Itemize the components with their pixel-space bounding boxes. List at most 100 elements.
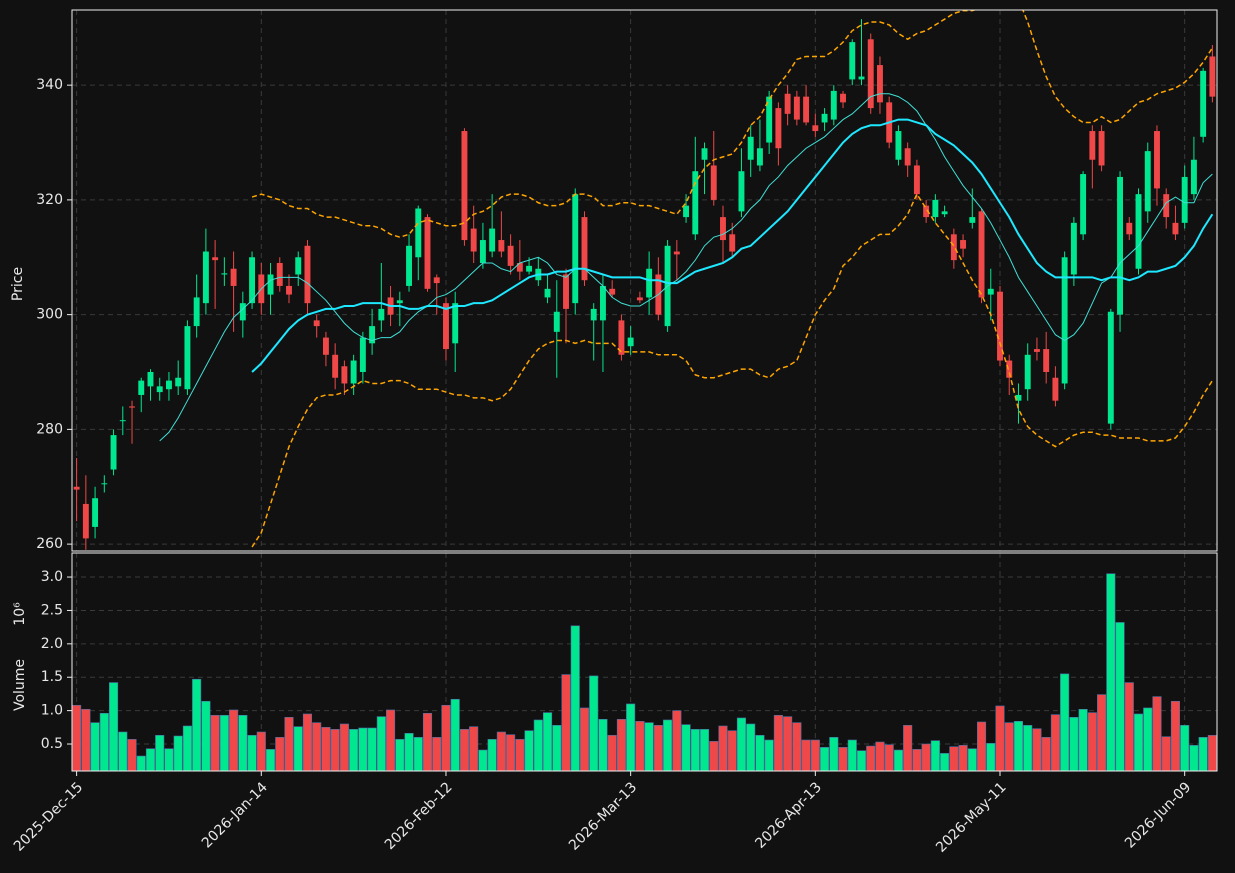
volume-bar xyxy=(1087,712,1097,772)
candle-body xyxy=(1006,360,1013,378)
volume-bar xyxy=(921,743,931,772)
volume-bar xyxy=(570,625,580,772)
volume-bar xyxy=(1060,673,1070,772)
candle-body xyxy=(1052,377,1059,401)
volume-tick-label: 3.0 xyxy=(41,569,63,585)
volume-bar xyxy=(312,722,322,772)
candle-body xyxy=(424,217,431,289)
volume-bar xyxy=(302,713,313,772)
candle-body xyxy=(1200,70,1207,137)
volume-bar xyxy=(1106,573,1116,772)
volume-bar xyxy=(1004,722,1014,772)
volume-bar xyxy=(201,700,211,772)
volume-bar xyxy=(699,729,710,772)
volume-bar xyxy=(386,709,396,772)
volume-bar xyxy=(90,722,100,772)
volume-bar xyxy=(349,729,359,772)
volume-bar xyxy=(210,714,220,772)
volume-bar xyxy=(856,750,867,772)
volume-bar xyxy=(967,748,977,772)
volume-axis-label: Volume xyxy=(12,659,28,711)
volume-bar xyxy=(912,749,922,772)
candle-body xyxy=(821,113,828,123)
volume-bar xyxy=(1050,714,1060,772)
candle-body xyxy=(498,240,505,252)
volume-bar xyxy=(515,739,525,772)
candle-body xyxy=(193,297,200,327)
volume-bar xyxy=(275,737,285,772)
volume-bar xyxy=(219,714,229,772)
volume-bar xyxy=(672,710,682,772)
candle-body xyxy=(1015,394,1022,401)
candle-body xyxy=(470,228,477,252)
volume-bar xyxy=(1189,745,1199,772)
candle-body xyxy=(156,386,163,393)
candle-body xyxy=(489,228,496,252)
candle-body xyxy=(212,257,219,261)
volume-bar xyxy=(552,725,562,772)
volume-bar xyxy=(663,719,673,772)
volume-bar xyxy=(783,716,793,772)
candle-body xyxy=(729,234,736,252)
candle-body xyxy=(286,285,292,295)
volume-bar xyxy=(533,719,543,772)
candle-body xyxy=(720,217,726,241)
volume-bar xyxy=(1161,736,1171,772)
candle-body xyxy=(683,205,690,218)
candle-body xyxy=(129,406,135,408)
volume-bar xyxy=(1023,725,1033,772)
candle-body xyxy=(1043,349,1050,373)
y-tick-label: 320 xyxy=(36,192,63,208)
volume-bar xyxy=(127,739,137,772)
candle-body xyxy=(969,217,976,223)
candle-body xyxy=(1190,159,1197,195)
volume-tick-label: 1.5 xyxy=(41,669,63,685)
volume-bar xyxy=(1180,725,1190,772)
volume-tick-label: 0.5 xyxy=(41,736,63,752)
y-tick-label: 300 xyxy=(36,307,63,323)
volume-bar xyxy=(99,712,109,772)
volume-bar xyxy=(755,735,765,772)
y-tick-label: 280 xyxy=(36,421,63,437)
candle-body xyxy=(507,245,514,266)
volume-bar xyxy=(792,722,802,772)
candle-body xyxy=(867,39,874,109)
candle-body xyxy=(646,268,653,298)
volume-bar xyxy=(1032,728,1042,772)
volume-bar xyxy=(764,739,774,772)
volume-bar xyxy=(496,731,506,772)
candle-body xyxy=(1107,311,1114,424)
volume-bar xyxy=(644,722,654,772)
volume-tick-label: 1.0 xyxy=(41,703,63,719)
volume-bar xyxy=(1069,717,1079,772)
volume-bar xyxy=(635,721,645,772)
candle-body xyxy=(1144,151,1151,212)
candle-body xyxy=(1163,194,1170,218)
volume-bar xyxy=(376,716,386,772)
candle-body xyxy=(1098,131,1105,166)
candle-body xyxy=(443,303,449,350)
indicator-line xyxy=(251,10,1214,238)
candle-body xyxy=(452,303,459,344)
candle-body xyxy=(581,217,588,281)
volume-bar xyxy=(598,719,608,772)
volume-bar xyxy=(432,737,442,772)
volume-bar xyxy=(810,739,820,772)
candle-body xyxy=(784,93,791,114)
volume-bar xyxy=(173,735,183,772)
candle-body xyxy=(359,337,366,373)
candle-body xyxy=(710,165,717,200)
candle-body xyxy=(1126,222,1133,235)
candle-body xyxy=(1024,354,1031,390)
volume-bar xyxy=(940,753,950,772)
volume-bar xyxy=(1198,737,1208,772)
candle-body xyxy=(1117,176,1123,315)
volume-tick-label: 2.5 xyxy=(41,602,63,618)
volume-bar xyxy=(986,743,996,772)
volume-bar xyxy=(681,724,691,772)
volume-bar xyxy=(727,730,737,772)
candle-body xyxy=(313,320,320,327)
candle-body xyxy=(276,263,283,286)
candle-body xyxy=(526,265,533,272)
volume-bar xyxy=(321,727,331,772)
